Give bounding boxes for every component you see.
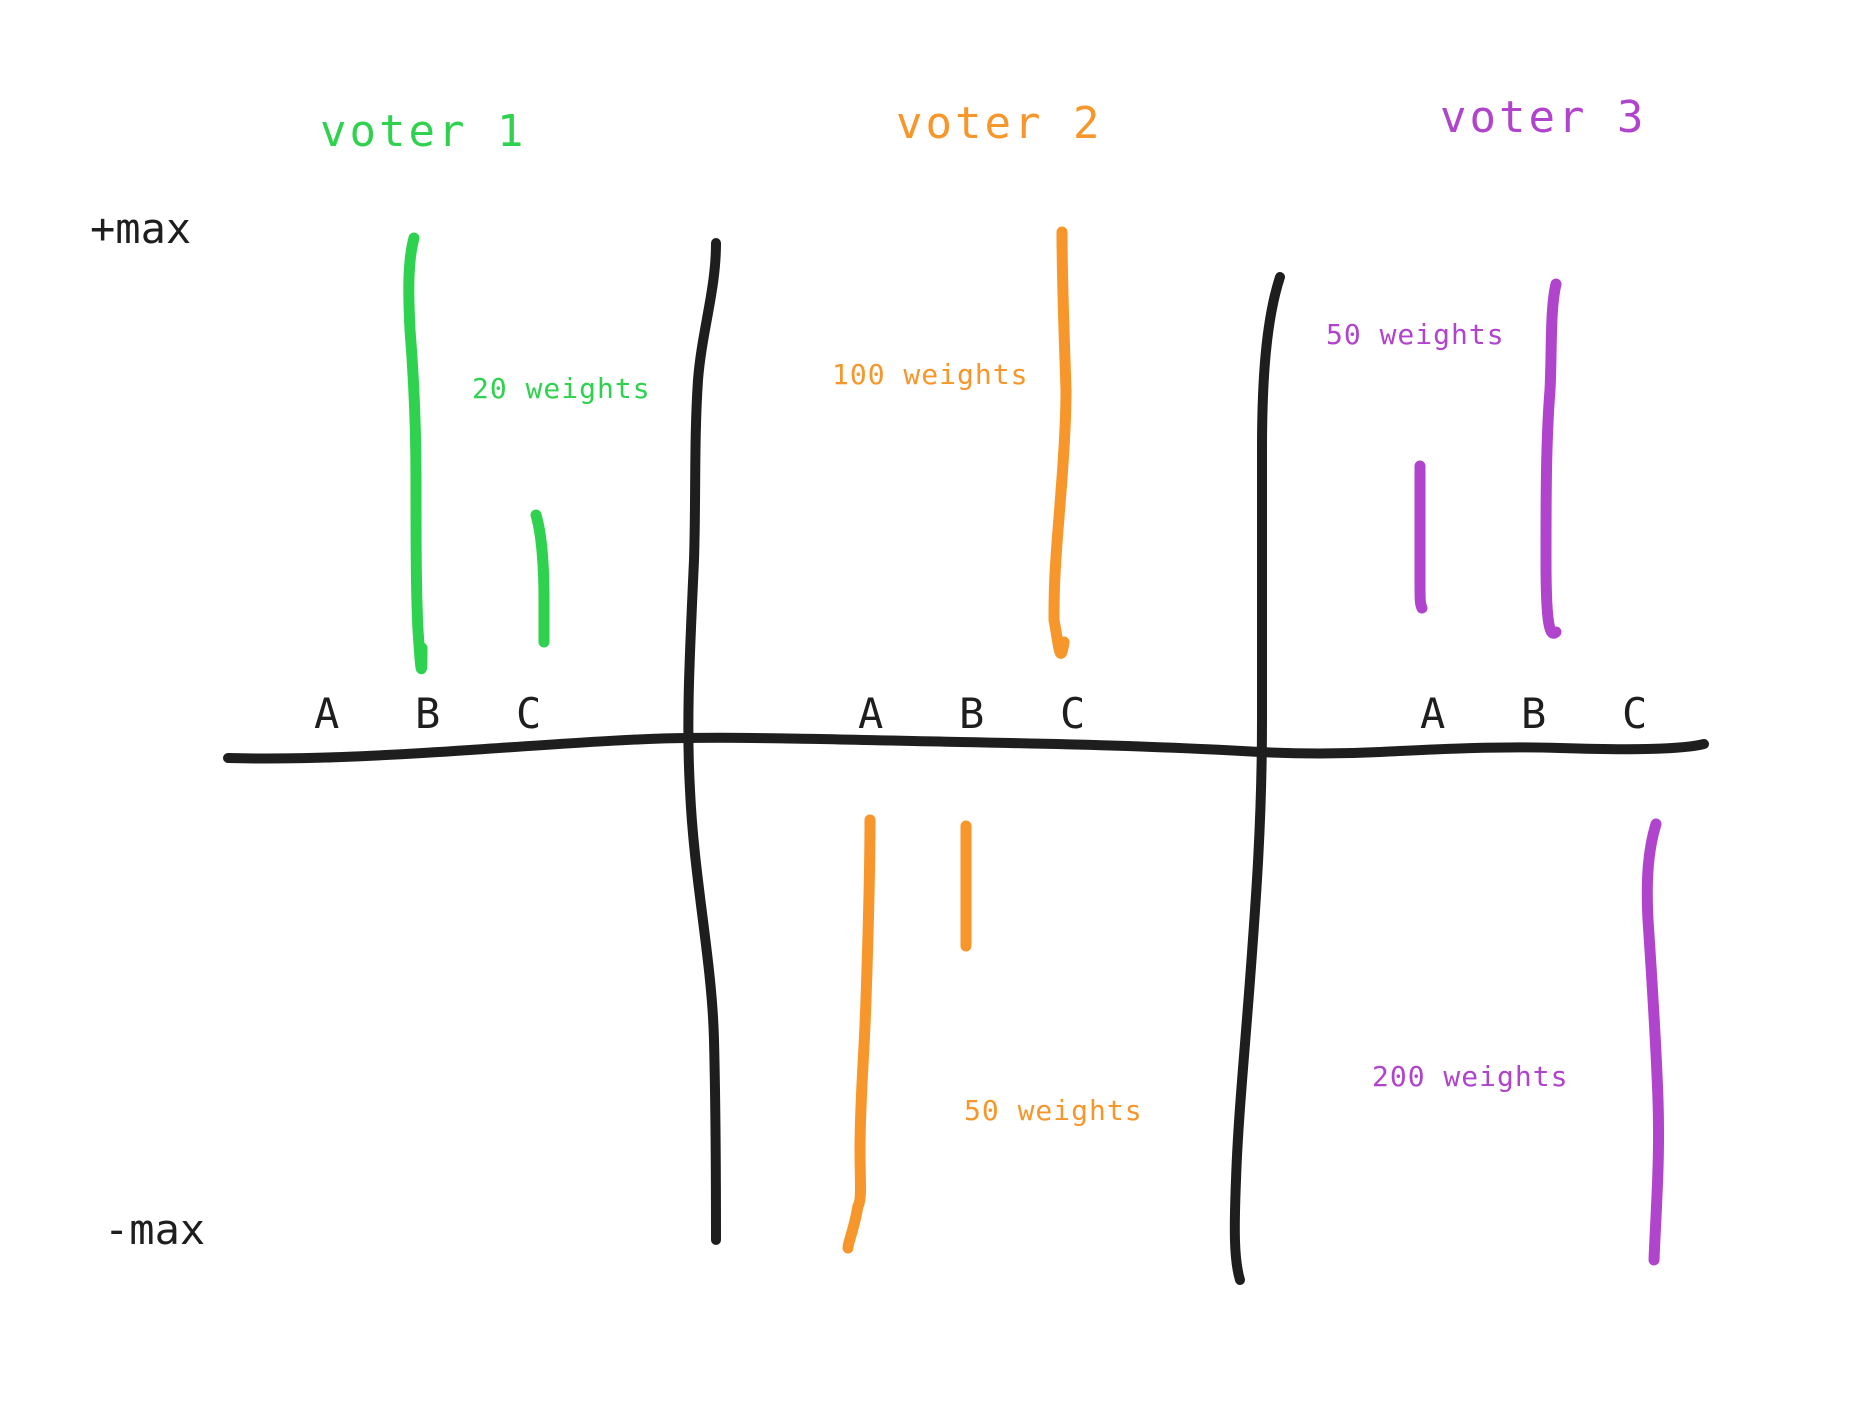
candidate-label-c: C (516, 689, 541, 738)
candidate-label-c: C (1622, 689, 1647, 738)
plus-max-label: +max (90, 204, 191, 253)
voter-3-bar-c (1641, 818, 1665, 1266)
voter-1-title: voter 1 (320, 106, 526, 157)
voter-2-weight-label-bottom: 50 weights (964, 1094, 1143, 1127)
minus-max-label: -max (104, 1205, 205, 1254)
candidate-label-a: A (1420, 689, 1445, 738)
voter-2-candidates: A B C (858, 689, 1085, 738)
voter-3-bar-b (1540, 278, 1562, 639)
voter-3-weight-label-top: 50 weights (1326, 318, 1505, 351)
voter-2-bar-c (1048, 226, 1072, 659)
candidate-label-b: B (1521, 689, 1546, 738)
candidate-label-a: A (858, 689, 883, 738)
divider-line-right (1229, 272, 1285, 1285)
voter-1-bar-b (403, 232, 428, 675)
voter-2-bar-a (842, 814, 876, 1254)
voter-1-candidates: A B C (314, 689, 541, 738)
voter-3-bar-a (1414, 460, 1428, 614)
voter-1-bar-c (530, 509, 550, 648)
candidate-label-c: C (1060, 689, 1085, 738)
candidate-label-b: B (415, 689, 440, 738)
voter-3-title: voter 3 (1440, 92, 1646, 143)
candidate-label-b: B (959, 689, 984, 738)
voter-3-candidates: A B C (1420, 689, 1647, 738)
voter-2-weight-label-top: 100 weights (832, 358, 1028, 391)
divider-line-left (683, 238, 721, 1245)
voter-1-weight-label: 20 weights (472, 372, 651, 405)
voter-3-weight-label-bottom: 200 weights (1372, 1060, 1568, 1093)
horizontal-axis-line (223, 732, 1709, 764)
voter-2-title: voter 2 (896, 98, 1102, 149)
candidate-label-a: A (314, 689, 339, 738)
